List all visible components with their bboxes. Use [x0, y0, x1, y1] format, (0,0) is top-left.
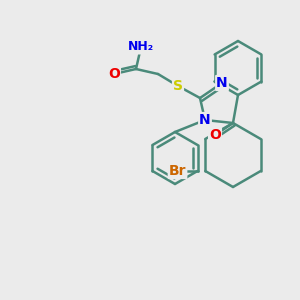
Text: O: O: [209, 128, 221, 142]
Text: Br: Br: [169, 164, 186, 178]
Text: N: N: [199, 113, 211, 127]
Text: S: S: [173, 79, 183, 93]
Text: O: O: [108, 67, 120, 81]
Text: N: N: [216, 76, 228, 90]
Text: NH₂: NH₂: [128, 40, 154, 53]
